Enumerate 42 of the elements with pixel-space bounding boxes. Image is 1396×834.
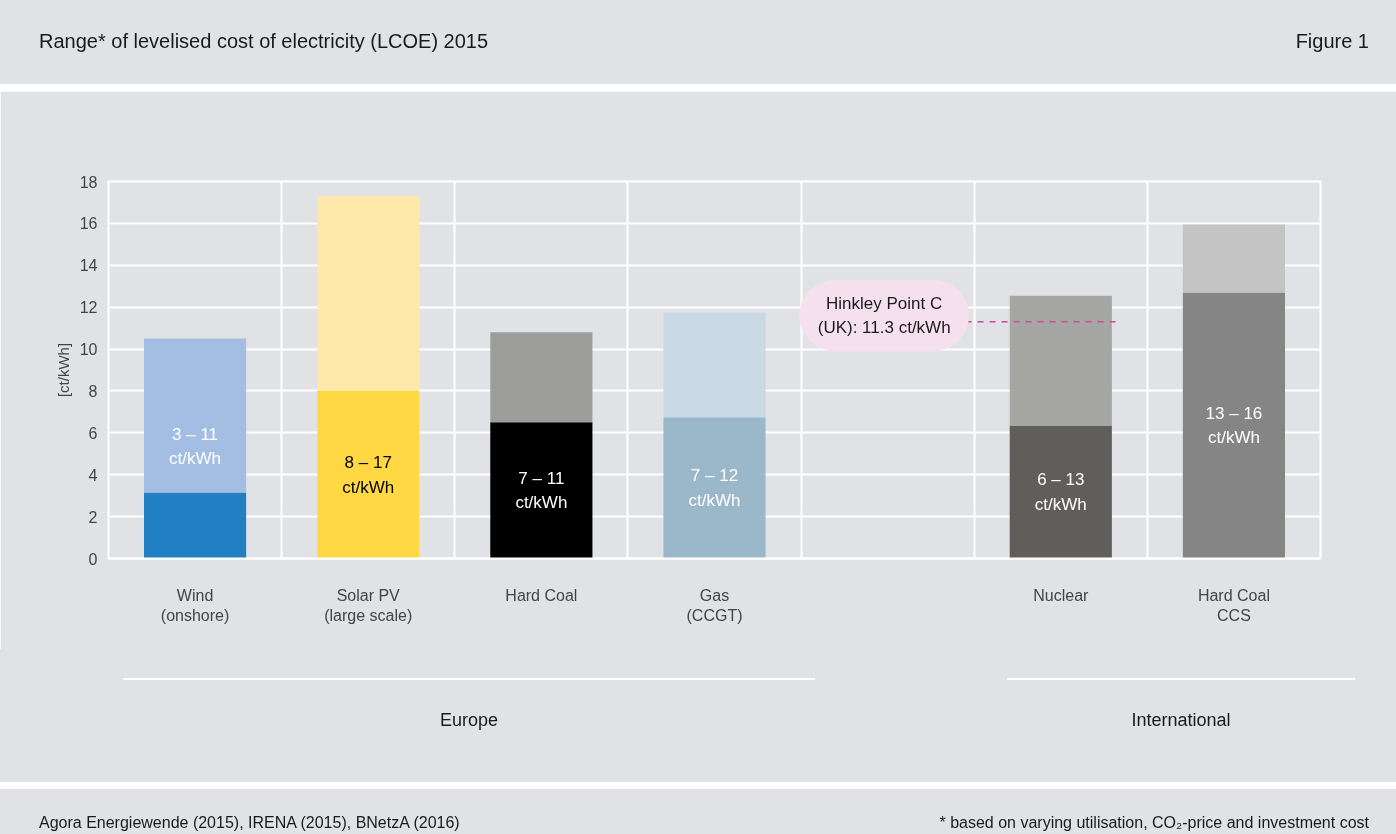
- y-tick-label: 10: [79, 341, 98, 359]
- y-tick-label: 8: [88, 382, 98, 400]
- annotation: 6 – 13 ct/kWh: [1034, 470, 1087, 514]
- y-tick-label: 12: [79, 299, 98, 317]
- bar: [663, 417, 766, 559]
- bar: [663, 312, 766, 418]
- bar: [490, 422, 593, 559]
- ref-line-label: Hinkley Point C (UK): 11.3 ct/kWh: [817, 293, 951, 338]
- x-tick-label: Wind (onshore): [160, 586, 230, 624]
- text: * based on varying utilisation, CO₂-price and investment cost: [939, 813, 1369, 833]
- caption: Figure 1: [1295, 29, 1369, 54]
- y-tick-label: 2: [88, 508, 98, 526]
- bar: [317, 390, 420, 559]
- y-axis-title: [ct/kWh]: [54, 342, 72, 398]
- bar: [143, 338, 247, 493]
- y-tick-label: 18: [79, 173, 98, 191]
- bar: [1182, 292, 1286, 559]
- annotation: 7 – 12 ct/kWh: [688, 465, 741, 510]
- bar: [143, 492, 247, 559]
- text: Europe: [439, 709, 499, 732]
- text: Agora Energiewende (2015), IRENA (2015), BNetzA (2016): [39, 813, 460, 833]
- y-tick-label: 6: [88, 424, 98, 442]
- y-tick-label: 16: [79, 215, 98, 233]
- x-tick-label: Hard Coal: [505, 586, 578, 604]
- text: International: [1131, 709, 1231, 732]
- bar: [1182, 224, 1286, 293]
- x-tick-label: Hard Coal CCS: [1197, 586, 1270, 624]
- bar: [1009, 295, 1112, 426]
- x-tick-label: Solar PV (large scale): [324, 586, 413, 624]
- chart-title: Range* of levelised cost of electricity (LCOE) 2015: [39, 29, 489, 54]
- x-tick-label: Nuclear: [1033, 586, 1090, 604]
- bar: [490, 332, 593, 423]
- annotation: 7 – 11 ct/kWh: [515, 468, 568, 513]
- y-tick-label: 0: [88, 550, 98, 568]
- annotation: 3 – 11 ct/kWh: [169, 424, 222, 469]
- y-tick-label: 14: [79, 257, 98, 275]
- y-tick-label: 4: [88, 466, 98, 484]
- x-tick-label: Gas (CCGT): [686, 586, 743, 624]
- annotation: 8 – 17 ct/kWh: [342, 452, 395, 497]
- annotation: 13 – 16 ct/kWh: [1205, 403, 1263, 448]
- bar: [1009, 425, 1112, 559]
- bar: [317, 196, 420, 391]
